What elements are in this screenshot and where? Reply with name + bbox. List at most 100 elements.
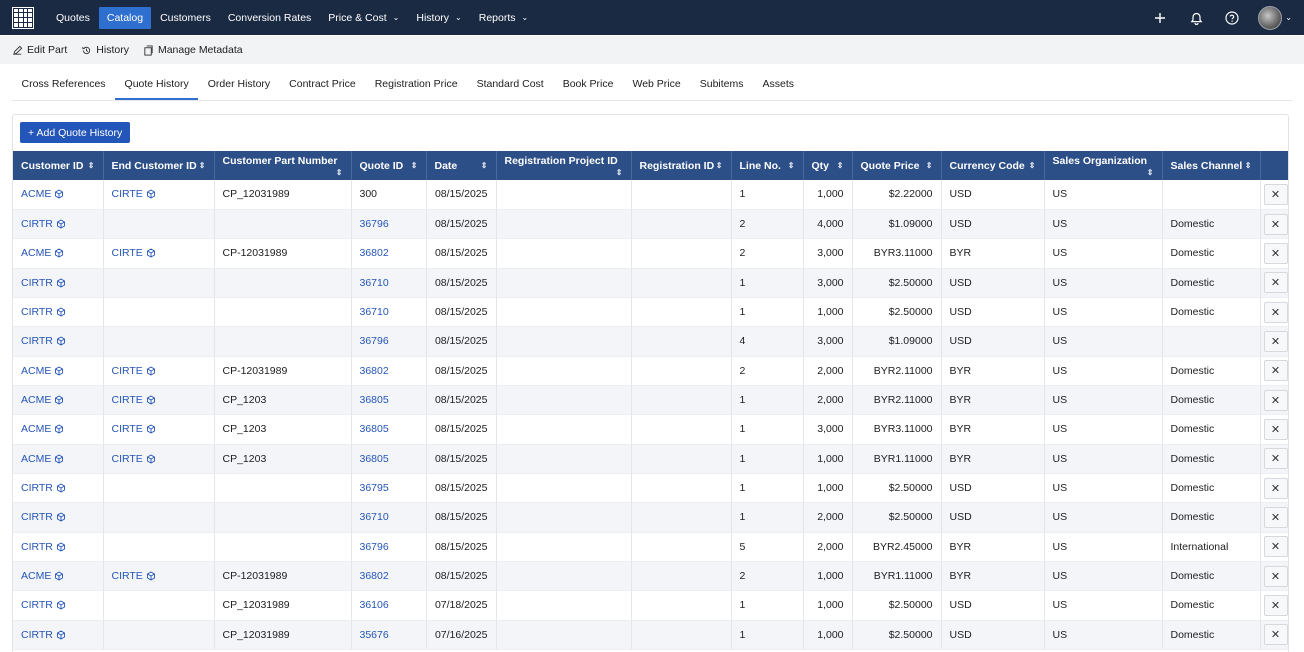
nav-item-conversion-rates[interactable]: Conversion Rates [220,7,319,29]
quote-id-link[interactable]: 36796 [359,540,389,553]
customer-link[interactable]: CIRTR [21,482,66,494]
nav-item-customers[interactable]: Customers [152,7,219,29]
delete-row-button[interactable]: ✕ [1263,242,1288,264]
customer-link[interactable]: CIRTR [21,629,66,641]
quote-id-link[interactable]: 36805 [359,423,389,436]
quote-id-link[interactable]: 35676 [359,628,389,641]
plus-icon[interactable] [1150,8,1170,28]
column-header-registration-id[interactable]: Registration ID ⇕ [631,151,732,180]
delete-row-button[interactable]: ✕ [1263,330,1288,352]
tab-contract-price[interactable]: Contract Price [289,78,356,90]
quote-id-link[interactable]: 36796 [359,218,389,231]
column-header-customer-part-number[interactable]: Customer Part Number ⇕ [214,151,352,180]
end-customer-link[interactable]: CIRTE [112,188,156,200]
sort-icon[interactable]: ⇕ [1146,167,1154,177]
tab-order-history[interactable]: Order History [207,78,271,90]
column-header-sales-organization[interactable]: Sales Organization ⇕ [1044,151,1163,180]
nav-item-history[interactable]: History ⌄ [408,7,469,29]
customer-link[interactable]: ACME [21,247,64,259]
customer-link[interactable]: ACME [21,188,64,200]
app-logo-icon[interactable] [12,6,34,29]
nav-item-catalog[interactable]: Catalog [98,6,152,29]
bell-icon[interactable] [1186,8,1206,28]
quote-id-link[interactable]: 36795 [359,482,389,495]
delete-row-button[interactable]: ✕ [1263,536,1288,558]
delete-row-button[interactable]: ✕ [1263,506,1288,528]
customer-link[interactable]: CIRTR [21,306,66,318]
quote-id-link[interactable]: 36805 [359,452,389,465]
customer-link[interactable]: CIRTR [21,541,66,553]
customer-link[interactable]: ACME [21,423,64,435]
sort-icon[interactable]: ⇕ [198,160,206,170]
history-button[interactable]: History [81,44,129,56]
sort-icon[interactable]: ⇕ [480,160,488,170]
column-header-currency-code[interactable]: Currency Code ⇕ [941,151,1045,180]
column-header-sales-channel[interactable]: Sales Channel ⇕ [1162,151,1261,180]
tab-web-price[interactable]: Web Price [632,78,681,90]
quote-id-link[interactable]: 36805 [359,394,389,407]
quote-id-link[interactable]: 36710 [359,276,389,289]
delete-row-button[interactable]: ✕ [1263,448,1288,470]
customer-link[interactable]: CIRTR [21,511,66,523]
delete-row-button[interactable]: ✕ [1263,301,1288,323]
sort-icon[interactable]: ⇕ [1244,160,1252,170]
user-menu[interactable]: ⌄ [1258,5,1292,30]
sort-icon[interactable]: ⇕ [836,160,844,170]
customer-link[interactable]: ACME [21,453,64,465]
column-header-end-customer-id[interactable]: End Customer ID ⇕ [103,151,215,180]
column-header-registration-project-id[interactable]: Registration Project ID ⇕ [496,151,632,180]
quote-id-link[interactable]: 36710 [359,306,389,319]
delete-row-button[interactable]: ✕ [1263,477,1288,499]
customer-link[interactable]: CIRTR [21,218,66,230]
column-header-quote-id[interactable]: Quote ID ⇕ [351,151,427,180]
delete-row-button[interactable]: ✕ [1263,183,1288,205]
end-customer-link[interactable]: CIRTE [112,423,156,435]
quote-id-link[interactable]: 36796 [359,335,389,348]
end-customer-link[interactable]: CIRTE [112,365,156,377]
add-quote-history-button[interactable]: + Add Quote History [20,122,131,143]
quote-id-link[interactable]: 36802 [359,247,389,260]
column-header-customer-id[interactable]: Customer ID ⇕ [13,151,104,180]
end-customer-link[interactable]: CIRTE [112,247,156,259]
help-icon[interactable] [1222,8,1242,28]
nav-item-quotes[interactable]: Quotes [48,7,98,29]
customer-link[interactable]: CIRTR [21,335,66,347]
tab-book-price[interactable]: Book Price [562,78,614,90]
delete-row-button[interactable]: ✕ [1263,594,1288,616]
sort-icon[interactable]: ⇕ [87,160,95,170]
tab-assets[interactable]: Assets [762,78,795,90]
quote-id-link[interactable]: 36106 [359,599,389,612]
tab-quote-history[interactable]: Quote History [115,71,199,100]
sort-icon[interactable]: ⇕ [787,160,795,170]
quote-id-link[interactable]: 36802 [359,570,389,583]
delete-row-button[interactable]: ✕ [1263,213,1288,235]
edit-part-button[interactable]: Edit Part [12,44,67,56]
customer-link[interactable]: CIRTR [21,599,66,611]
end-customer-link[interactable]: CIRTE [112,394,156,406]
manage-metadata-button[interactable]: Manage Metadata [143,44,243,56]
delete-row-button[interactable]: ✕ [1263,389,1288,411]
delete-row-button[interactable]: ✕ [1263,565,1288,587]
column-header-qty[interactable]: Qty ⇕ [803,151,853,180]
column-header-quote-price[interactable]: Quote Price ⇕ [852,151,942,180]
customer-link[interactable]: ACME [21,365,64,377]
tab-standard-cost[interactable]: Standard Cost [476,78,544,90]
customer-link[interactable]: CIRTR [21,277,66,289]
column-header-date[interactable]: Date ⇕ [426,151,497,180]
sort-icon[interactable]: ⇕ [335,167,343,177]
tab-cross-references[interactable]: Cross References [21,78,106,90]
nav-item-reports[interactable]: Reports ⌄ [471,7,536,29]
delete-row-button[interactable]: ✕ [1263,418,1288,440]
delete-row-button[interactable]: ✕ [1263,360,1288,382]
quote-id-link[interactable]: 36802 [359,364,389,377]
sort-icon[interactable]: ⇕ [615,167,623,177]
customer-link[interactable]: ACME [21,394,64,406]
sort-icon[interactable]: ⇕ [1028,160,1036,170]
column-header-line-no[interactable]: Line No. ⇕ [731,151,804,180]
quote-id-link[interactable]: 36710 [359,511,389,524]
tab-registration-price[interactable]: Registration Price [374,78,458,90]
tab-subitems[interactable]: Subitems [699,78,744,90]
end-customer-link[interactable]: CIRTE [112,570,156,582]
nav-item-price-cost[interactable]: Price & Cost ⌄ [320,7,407,29]
sort-icon[interactable]: ⇕ [410,160,418,170]
